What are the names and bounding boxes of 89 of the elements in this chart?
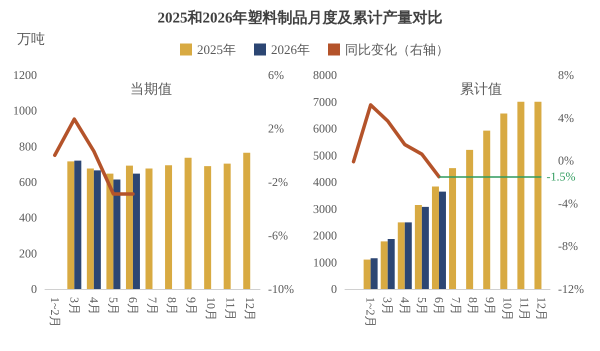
y-tick-label: 2000: [313, 228, 337, 242]
bar: [204, 166, 212, 289]
y-tick-label: 8000: [313, 68, 337, 82]
y2-tick-label: -10%: [268, 282, 294, 296]
y-tick-label: 0: [31, 282, 37, 296]
bar: [432, 186, 439, 289]
legend-label: 2025年: [197, 42, 236, 57]
y-tick-label: 4000: [313, 175, 337, 189]
x-tick-label: 3月: [67, 297, 82, 315]
bar: [224, 164, 231, 289]
y2-tick-label: 4%: [558, 110, 574, 125]
bar: [113, 180, 120, 289]
x-tick-label: 6月: [126, 297, 140, 315]
bar: [94, 170, 101, 289]
y2-tick-label: 6%: [268, 68, 284, 82]
x-tick-label: 1~2月: [364, 297, 378, 328]
y2-tick-label: 0%: [558, 154, 574, 168]
y2-tick-label: -6%: [268, 228, 288, 242]
bar: [517, 102, 524, 289]
bar: [74, 160, 82, 289]
y-axis-title: 万吨: [17, 32, 45, 48]
x-tick-label: 11月: [224, 297, 238, 321]
x-tick-label: 5月: [414, 297, 429, 315]
bar: [86, 168, 94, 289]
y-tick-label: 1000: [13, 104, 37, 118]
legend-label: 2026年: [271, 42, 310, 57]
ref-line-label: -1.5%: [546, 170, 576, 184]
bar: [243, 152, 250, 289]
x-tick-label: 4月: [398, 297, 412, 315]
y2-tick-label: 2%: [268, 122, 284, 136]
bar: [106, 174, 114, 289]
bar: [422, 206, 429, 289]
x-tick-label: 5月: [106, 297, 120, 315]
bar: [438, 192, 446, 289]
x-tick-label: 8月: [466, 297, 480, 315]
bar: [388, 238, 395, 289]
bar: [184, 158, 192, 289]
bar: [126, 166, 133, 289]
x-tick-label: 12月: [534, 297, 548, 321]
x-tick-label: 10月: [500, 297, 514, 321]
legend-label: 同比变化（右轴）: [345, 42, 449, 57]
x-tick-label: 1~2月: [48, 297, 62, 328]
y2-tick-label: -4%: [558, 196, 578, 210]
x-tick-label: 11月: [517, 297, 532, 321]
text: 累计值: [460, 82, 502, 98]
x-tick-label: 7月: [146, 297, 160, 315]
bar: [404, 222, 412, 289]
y-tick-label: 0: [331, 282, 337, 296]
x-tick-label: 7月: [449, 297, 464, 315]
x-tick-label: 6月: [432, 297, 446, 315]
y-tick-label: 600: [19, 175, 37, 189]
y-tick-label: 400: [19, 210, 37, 225]
bar: [132, 174, 140, 289]
y-tick-label: 7000: [313, 94, 337, 109]
bar: [380, 241, 388, 289]
line-series: [352, 103, 441, 178]
bar: [449, 168, 456, 289]
x-tick-label: 3月: [380, 297, 395, 315]
bar: [483, 130, 490, 289]
y-tick-label: 1000: [313, 255, 337, 270]
bar: [370, 258, 378, 289]
x-tick-label: 4月: [86, 297, 101, 315]
y-tick-label: 200: [19, 246, 37, 260]
x-tick-label: 9月: [184, 297, 199, 315]
y-tick-label: 1200: [13, 68, 37, 82]
text: 当期值: [130, 82, 172, 98]
y-tick-label: 6000: [313, 122, 337, 136]
bar: [364, 260, 371, 289]
bar: [165, 165, 172, 289]
line-series: [53, 117, 135, 196]
bar: [67, 161, 74, 289]
bar: [414, 205, 422, 289]
bar: [500, 114, 508, 289]
x-tick-label: 9月: [483, 297, 498, 315]
bar: [534, 102, 542, 289]
y-tick-label: 800: [19, 139, 37, 154]
y-tick-label: 3000: [313, 202, 337, 216]
x-tick-label: 10月: [204, 297, 218, 321]
bar: [398, 222, 405, 289]
bar: [146, 168, 152, 289]
y-tick-label: 5000: [313, 148, 337, 162]
y2-tick-label: 8%: [558, 68, 574, 82]
y2-tick-label: -8%: [558, 239, 578, 254]
bar: [466, 150, 474, 289]
y2-tick-label: -12%: [558, 282, 584, 296]
x-tick-label: 8月: [165, 297, 180, 315]
x-tick-label: 12月: [243, 297, 258, 321]
text: 2025和2026年塑料制品月度及累计产量对比: [158, 8, 442, 26]
y2-tick-label: -2%: [268, 175, 288, 189]
